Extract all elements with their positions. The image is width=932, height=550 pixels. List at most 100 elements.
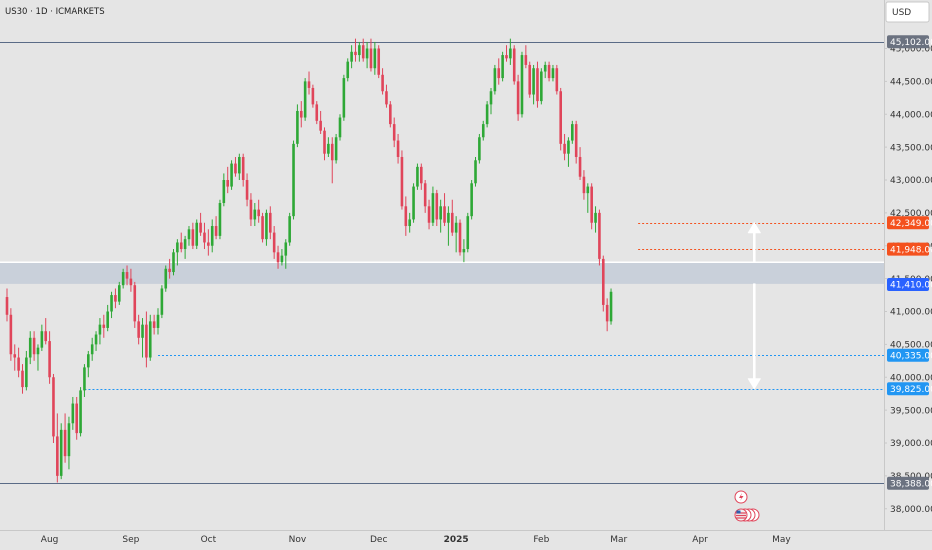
candle-1 [9, 308, 13, 361]
candle-76 [299, 101, 303, 128]
x-tick-label-2: Oct [201, 535, 217, 545]
candle-60 [238, 153, 241, 180]
candle-28 [114, 288, 117, 309]
candle-13 [56, 413, 59, 483]
y-tick-label-5: 40,500.00 [890, 341, 932, 351]
level-price-tag-2: 42,349.00 [887, 216, 932, 230]
candle-111 [435, 189, 439, 227]
candle-153 [598, 209, 601, 266]
y-tick-label-12: 44,000.00 [890, 110, 932, 120]
candle-35 [141, 318, 144, 358]
candle-107 [420, 163, 423, 190]
candle-110 [431, 186, 435, 227]
x-tick-label-4: Dec [370, 535, 387, 545]
candle-151 [590, 183, 593, 230]
candle-4 [21, 364, 24, 394]
candle-72 [284, 239, 288, 269]
currency-button[interactable]: USD [885, 1, 930, 23]
candle-94 [369, 38, 373, 72]
y-tick-label-6: 41,000.00 [890, 308, 932, 318]
x-tick-label-3: Nov [289, 535, 307, 545]
candle-117 [458, 219, 462, 256]
candle-51 [203, 222, 206, 250]
candle-23 [94, 331, 98, 351]
svg-text:40,335.00: 40,335.00 [890, 351, 932, 361]
candles [5, 38, 613, 483]
candle-9 [40, 324, 44, 351]
candle-92 [361, 38, 365, 62]
candle-53 [210, 219, 214, 253]
candle-58 [230, 160, 233, 190]
candle-155 [605, 298, 609, 332]
level-price-tag-3: 41,948.00 [887, 242, 932, 256]
symbol-title[interactable]: US30 · 1D · ICMARKETS [5, 7, 105, 17]
candle-32 [129, 268, 133, 292]
event-icons[interactable] [734, 490, 760, 522]
x-tick-label-1: Sep [122, 535, 139, 545]
candle-11 [48, 331, 51, 384]
candle-108 [423, 180, 427, 213]
candle-62 [245, 173, 249, 207]
resistance-zone [0, 261, 884, 284]
candle-127 [497, 58, 501, 85]
level-price-tag-0: 45,102.00 [887, 35, 932, 49]
x-tick-label-7: Mar [610, 535, 627, 545]
candle-68 [268, 206, 272, 240]
candle-123 [481, 120, 485, 141]
candle-45 [179, 232, 183, 253]
candle-14 [59, 423, 63, 480]
candle-133 [520, 51, 524, 118]
projection-arrow-1 [747, 283, 761, 390]
candle-65 [257, 199, 260, 223]
candle-6 [28, 331, 32, 365]
candle-50 [199, 212, 202, 236]
candle-119 [466, 212, 470, 253]
y-tick-label-2: 39,000.00 [890, 439, 932, 449]
candle-132 [516, 74, 520, 121]
candle-77 [303, 78, 307, 121]
candle-98 [385, 84, 388, 108]
candle-20 [83, 364, 86, 397]
candle-129 [505, 45, 508, 62]
candle-61 [241, 153, 245, 187]
price-levels [0, 42, 884, 484]
candle-7 [32, 331, 36, 361]
candle-67 [265, 209, 268, 246]
candle-109 [427, 199, 431, 230]
candle-101 [396, 133, 400, 164]
x-tick-label-6: Feb [533, 535, 549, 545]
candle-148 [578, 147, 582, 180]
candle-18 [75, 396, 78, 440]
candle-89 [350, 45, 353, 69]
candle-44 [176, 239, 179, 266]
us-flag-events-icon[interactable] [734, 508, 760, 522]
candle-128 [501, 51, 504, 82]
time-axis[interactable]: Aug Sep Oct Nov Dec 2025 Feb Mar Apr May [0, 530, 932, 546]
y-tick-label-3: 39,500.00 [890, 406, 932, 416]
candle-97 [381, 68, 384, 95]
candle-12 [52, 373, 55, 443]
level-price-tag-1: 38,388.00 [887, 476, 932, 490]
candle-73 [288, 212, 291, 246]
candle-138 [540, 68, 543, 105]
candle-141 [551, 64, 555, 82]
candle-82 [323, 127, 326, 161]
candle-150 [586, 183, 590, 213]
candle-19 [79, 387, 82, 437]
candle-112 [439, 199, 442, 233]
candle-122 [478, 133, 481, 164]
candle-83 [327, 137, 330, 157]
candle-40 [160, 285, 164, 319]
candle-145 [567, 137, 570, 167]
candle-75 [296, 104, 299, 148]
candle-43 [172, 249, 175, 276]
y-tick-label-0: 38,000.00 [890, 505, 932, 515]
candle-152 [594, 206, 597, 233]
candle-47 [187, 226, 191, 246]
candle-139 [543, 61, 547, 79]
candle-27 [110, 291, 113, 319]
svg-text:39,825.00: 39,825.00 [890, 385, 932, 395]
candle-131 [512, 45, 516, 85]
candle-41 [164, 265, 168, 292]
